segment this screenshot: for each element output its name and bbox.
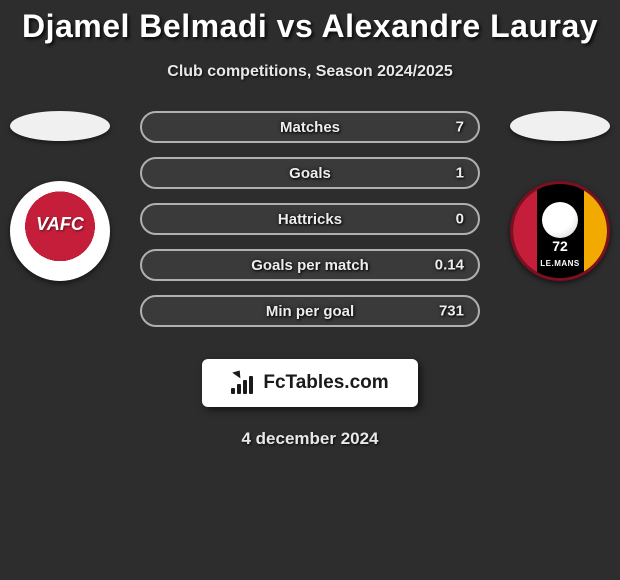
- stat-right-value: 0.14: [435, 257, 464, 274]
- bar-chart-icon: [231, 372, 257, 394]
- stat-row-goals-per-match: Goals per match 0.14: [140, 249, 480, 281]
- right-player-avatar: [510, 111, 610, 141]
- stat-right-value: 731: [439, 303, 464, 320]
- stat-label: Goals per match: [142, 257, 478, 274]
- stat-row-matches: Matches 7: [140, 111, 480, 143]
- comparison-subtitle: Club competitions, Season 2024/2025: [0, 63, 620, 81]
- stat-label: Goals: [142, 165, 478, 182]
- stat-row-hattricks: Hattricks 0: [140, 203, 480, 235]
- badge-number: 72: [513, 238, 607, 254]
- stat-label: Matches: [142, 119, 478, 136]
- soccer-ball-icon: [542, 202, 578, 238]
- stat-label: Min per goal: [142, 303, 478, 320]
- right-player-column: 72 LE.MANS: [510, 111, 610, 281]
- left-club-badge: [10, 181, 110, 281]
- brand-text: FcTables.com: [263, 372, 388, 394]
- stat-row-goals: Goals 1: [140, 157, 480, 189]
- stat-right-value: 0: [456, 211, 464, 228]
- stat-row-min-per-goal: Min per goal 731: [140, 295, 480, 327]
- brand-box[interactable]: FcTables.com: [202, 359, 418, 407]
- stats-list: Matches 7 Goals 1 Hattricks 0 Goals per …: [140, 111, 480, 341]
- stat-right-value: 7: [456, 119, 464, 136]
- left-player-avatar: [10, 111, 110, 141]
- stat-right-value: 1: [456, 165, 464, 182]
- date-line: 4 december 2024: [0, 429, 620, 449]
- badge-label: LE.MANS: [513, 259, 607, 268]
- comparison-title: Djamel Belmadi vs Alexandre Lauray: [0, 0, 620, 45]
- left-player-column: [10, 111, 110, 281]
- stat-label: Hattricks: [142, 211, 478, 228]
- right-club-badge: 72 LE.MANS: [510, 181, 610, 281]
- comparison-body: Matches 7 Goals 1 Hattricks 0 Goals per …: [0, 111, 620, 341]
